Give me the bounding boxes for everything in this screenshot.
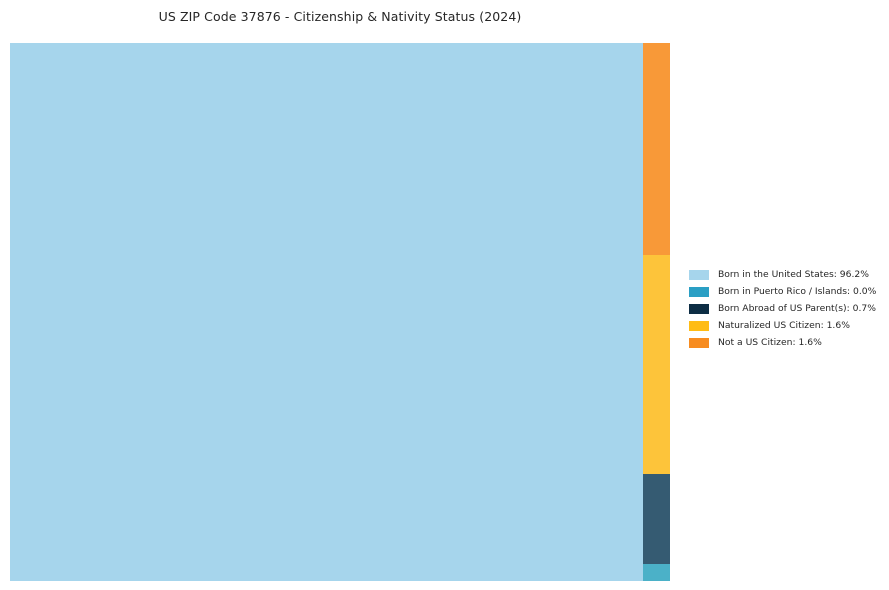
legend-swatch-icon — [689, 337, 709, 348]
legend-item-naturalized-us-citizen[interactable]: Naturalized US Citizen: 1.6% — [689, 317, 884, 334]
legend-swatch-icon — [689, 269, 709, 280]
legend-swatch-icon — [689, 320, 709, 331]
legend-item-label: Not a US Citizen: 1.6% — [718, 337, 822, 348]
legend-item-born-in-puerto-rico-islands[interactable]: Born in Puerto Rico / Islands: 0.0% — [689, 283, 884, 300]
legend-item-label: Born in Puerto Rico / Islands: 0.0% — [718, 286, 877, 297]
legend-item-born-in-the-united-states[interactable]: Born in the United States: 96.2% — [689, 266, 884, 283]
legend-item-label: Born Abroad of US Parent(s): 0.7% — [718, 303, 876, 314]
chart-legend: Born in the United States: 96.2% Born in… — [689, 266, 884, 351]
treemap-rect-not-a-us-citizen[interactable] — [643, 43, 670, 255]
legend-item-label: Born in the United States: 96.2% — [718, 269, 869, 280]
treemap-rect-born-abroad-of-us-parents[interactable] — [643, 474, 670, 564]
treemap-plot-area — [10, 43, 670, 581]
treemap-rect-naturalized-us-citizen[interactable] — [643, 255, 670, 474]
legend-swatch-icon — [689, 286, 709, 297]
chart-title: US ZIP Code 37876 - Citizenship & Nativi… — [158, 9, 522, 24]
legend-item-label: Naturalized US Citizen: 1.6% — [718, 320, 850, 331]
treemap-rect-born-in-the-united-states[interactable] — [10, 43, 643, 581]
legend-item-not-a-us-citizen[interactable]: Not a US Citizen: 1.6% — [689, 334, 884, 351]
treemap-rect-born-in-puerto-rico-islands[interactable] — [643, 564, 670, 581]
legend-item-born-abroad-of-us-parents[interactable]: Born Abroad of US Parent(s): 0.7% — [689, 300, 884, 317]
legend-swatch-icon — [689, 303, 709, 314]
